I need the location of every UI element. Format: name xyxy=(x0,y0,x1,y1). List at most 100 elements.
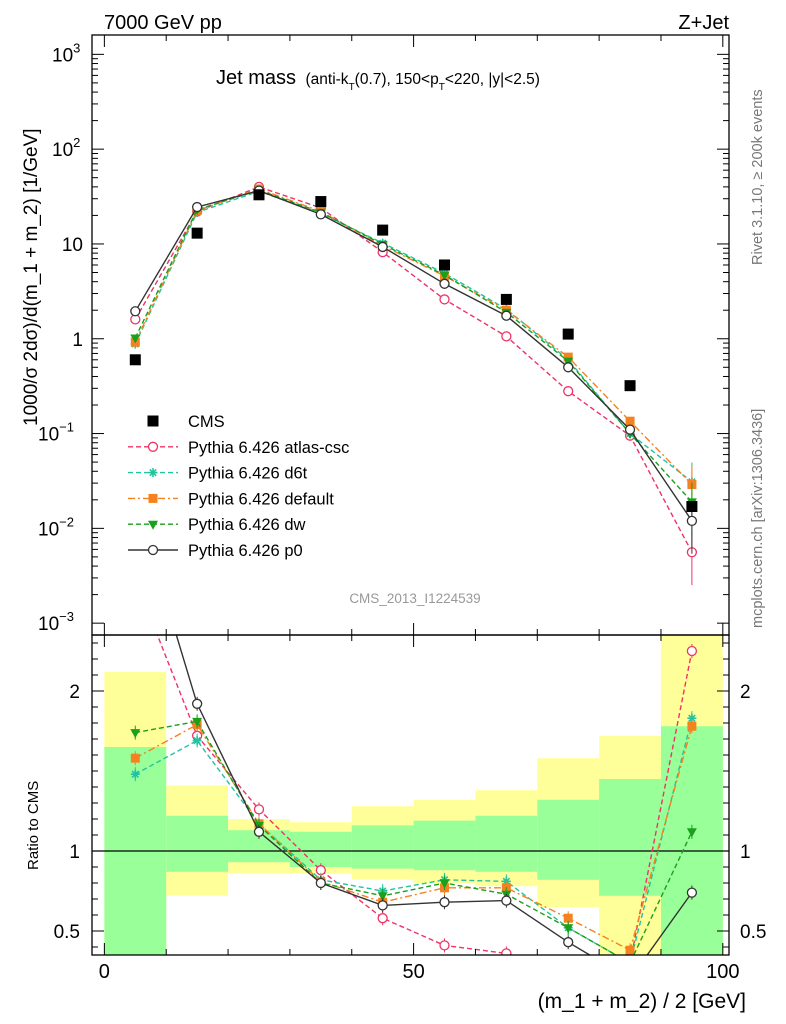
legend-marker xyxy=(148,468,158,478)
ratio-series xyxy=(130,635,698,955)
ratio-point-1-stroke xyxy=(688,714,696,722)
ratio-point-0 xyxy=(686,645,698,657)
main-point-4 xyxy=(439,278,450,289)
cms-point xyxy=(377,224,389,236)
ytick-base: 10 xyxy=(52,45,73,66)
ratio-point-2 xyxy=(687,721,697,731)
main-ytick-label: 10−2 xyxy=(38,514,74,540)
main-series xyxy=(129,181,698,586)
cms-point xyxy=(129,354,141,366)
main-line-4 xyxy=(134,189,693,522)
title-sub-3: T xyxy=(439,82,445,93)
legend-label: Pythia 6.426 atlas-csc xyxy=(188,439,349,457)
ratio-ytick-label-right: 0.5 xyxy=(740,922,766,943)
main-ytick-label: 1 xyxy=(72,330,83,351)
band-green xyxy=(413,820,476,871)
main-ytick-label: 10 xyxy=(62,235,83,256)
ratio-frame xyxy=(91,634,730,956)
ytick-exp: −2 xyxy=(59,514,74,529)
band-green xyxy=(660,726,723,955)
ratio-ytick-label-right: 2 xyxy=(740,682,751,703)
legend-marker xyxy=(148,520,158,530)
cms-point xyxy=(439,259,451,271)
main-point-2 xyxy=(563,352,573,362)
legend-marker xyxy=(147,441,159,452)
main-line-2 xyxy=(134,188,693,485)
ratio-xtick-label: 100 xyxy=(706,961,739,983)
main-ytick-label: 10−3 xyxy=(38,609,74,635)
main-ytick-label: 102 xyxy=(52,135,80,161)
ratio-line-3 xyxy=(135,720,693,955)
ratio-point-4 xyxy=(253,826,265,837)
ratio-point-2 xyxy=(563,913,573,923)
main-point-3 xyxy=(439,271,450,281)
main-line-1 xyxy=(134,190,693,483)
ratio-ytick-label: 2 xyxy=(69,682,80,703)
legend-label: Pythia 6.426 dw xyxy=(188,516,305,534)
cms-point xyxy=(191,227,203,239)
title-sub-1: T xyxy=(349,82,355,93)
ratio-ytick-label: 0.5 xyxy=(54,922,80,943)
ratio-ylabel: Ratio to CMS xyxy=(25,781,42,870)
cms-point xyxy=(562,328,574,340)
cms-point xyxy=(315,196,327,208)
main-point-4 xyxy=(191,201,203,213)
legend-label: Pythia 6.426 default xyxy=(188,490,334,508)
ratio-point-4 xyxy=(563,937,574,948)
legend: CMS Pythia 6.426 atlas-csc Pythia 6.426 d6… xyxy=(128,413,349,560)
main-point-3 xyxy=(130,334,141,344)
legend-label: Pythia 6.426 p0 xyxy=(188,542,303,560)
ytick-base: 10 xyxy=(62,235,83,256)
main-point-4 xyxy=(377,241,388,253)
main-point-0 xyxy=(563,386,574,397)
legend-marker-stroke xyxy=(149,468,157,477)
title-sub-0: (anti-k xyxy=(305,71,348,88)
ratio-point-4 xyxy=(439,897,450,908)
cms-point xyxy=(500,293,512,305)
ratio-point-1-stroke xyxy=(193,736,201,745)
ratio-xlabel: (m_1 + m_2) / 2 [GeV] xyxy=(538,990,746,1013)
main-ytick-label: 103 xyxy=(52,40,80,66)
main-point-0 xyxy=(501,331,512,342)
ytick-base: 10 xyxy=(38,519,59,540)
ratio-ytick-label: 1 xyxy=(69,842,80,863)
ratio-point-0 xyxy=(253,804,265,815)
ratio-point-4 xyxy=(501,895,512,906)
ratio-point-1 xyxy=(130,769,140,779)
legend-marker-cms xyxy=(147,415,159,427)
main-line-0 xyxy=(134,186,693,553)
ratio-point-3 xyxy=(563,924,574,934)
title-sub-2: (0.7), 150<p xyxy=(355,71,439,88)
ratio-point-1-stroke xyxy=(131,770,140,778)
cms-point xyxy=(686,501,698,513)
ratio-line-4 xyxy=(175,635,693,955)
main-point-4 xyxy=(686,515,698,526)
watermark: CMS_2013_I1224539 xyxy=(349,591,480,606)
ratio-xtick-label: 0 xyxy=(99,961,110,983)
ytick-exp: −3 xyxy=(59,609,74,624)
main-point-2 xyxy=(625,416,635,426)
legend-label: CMS xyxy=(188,413,225,431)
rivet-label: Rivet 3.1.10, ≥ 200k events xyxy=(750,89,766,265)
cms-point xyxy=(253,189,265,201)
ytick-exp: 3 xyxy=(73,40,80,55)
ratio-point-2 xyxy=(625,945,635,955)
ratio-point-1 xyxy=(192,736,202,746)
main-point-0 xyxy=(439,294,450,305)
ratio-point-0 xyxy=(439,940,450,951)
ratio-point-3 xyxy=(686,828,697,838)
ytick-base: 10 xyxy=(52,140,73,161)
ratio-line-2 xyxy=(134,723,693,952)
main-point-4 xyxy=(624,424,636,435)
ytick-base: 10 xyxy=(38,425,59,446)
ratio-bands xyxy=(92,635,729,955)
ratio-xtick-label: 50 xyxy=(402,961,424,983)
ratio-point-3 xyxy=(439,879,450,889)
ytick-base: 1 xyxy=(72,330,83,351)
ytick-exp: −1 xyxy=(59,420,74,435)
legend-marker xyxy=(147,544,159,556)
ratio-point-3 xyxy=(377,892,388,902)
ytick-base: 10 xyxy=(38,614,59,635)
band-green xyxy=(351,825,414,869)
